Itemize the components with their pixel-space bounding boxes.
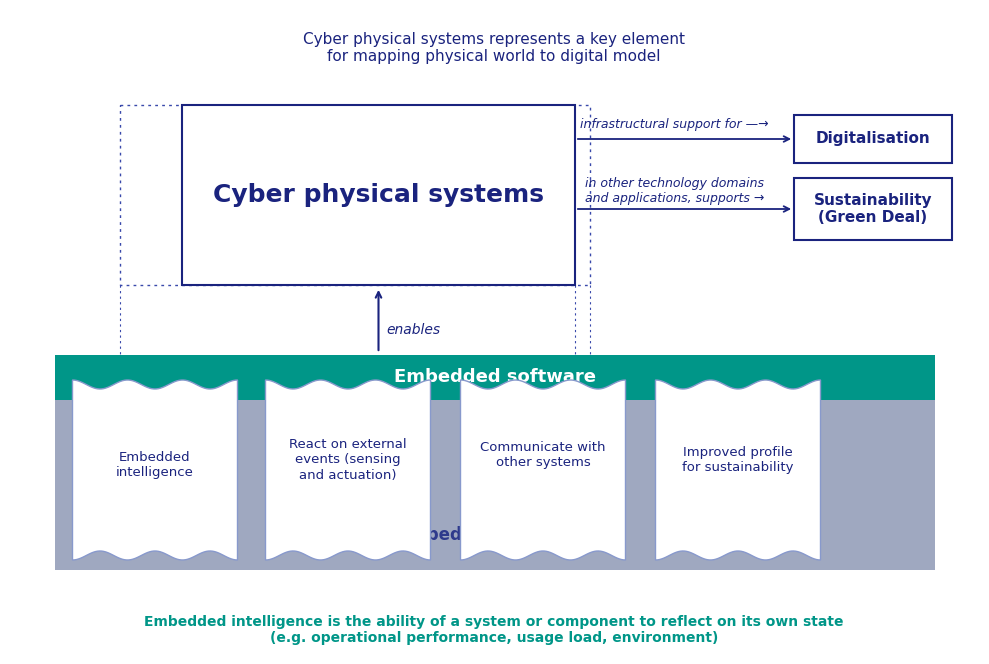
- Text: in other technology domains
and applications, supports →: in other technology domains and applicat…: [584, 177, 764, 205]
- FancyBboxPatch shape: [182, 105, 575, 285]
- Text: enables: enables: [387, 323, 441, 337]
- Text: Cyber physical systems: Cyber physical systems: [213, 183, 544, 207]
- PathPatch shape: [72, 380, 237, 560]
- Text: Improved profile
for sustainability: Improved profile for sustainability: [682, 446, 794, 474]
- Text: Embedded intelligence is the ability of a system or component to reflect on its : Embedded intelligence is the ability of …: [144, 615, 844, 645]
- Text: Embedded software: Embedded software: [394, 369, 596, 386]
- PathPatch shape: [461, 380, 625, 560]
- Text: Embedded hardware: Embedded hardware: [398, 526, 592, 544]
- Text: React on external
events (sensing
and actuation): React on external events (sensing and ac…: [289, 438, 406, 481]
- PathPatch shape: [265, 380, 430, 560]
- Text: infrastructural support for —→: infrastructural support for —→: [581, 118, 768, 131]
- Text: Cyber physical systems represents a key element
for mapping physical world to di: Cyber physical systems represents a key …: [303, 32, 685, 64]
- FancyBboxPatch shape: [55, 355, 935, 400]
- Text: Communicate with
other systems: Communicate with other systems: [481, 441, 605, 469]
- PathPatch shape: [656, 380, 821, 560]
- FancyBboxPatch shape: [794, 178, 952, 240]
- FancyBboxPatch shape: [55, 400, 935, 570]
- FancyBboxPatch shape: [794, 115, 952, 163]
- Text: Embedded
intelligence: Embedded intelligence: [116, 451, 194, 479]
- Text: Digitalisation: Digitalisation: [816, 131, 931, 147]
- Text: Sustainability
(Green Deal): Sustainability (Green Deal): [814, 193, 933, 225]
